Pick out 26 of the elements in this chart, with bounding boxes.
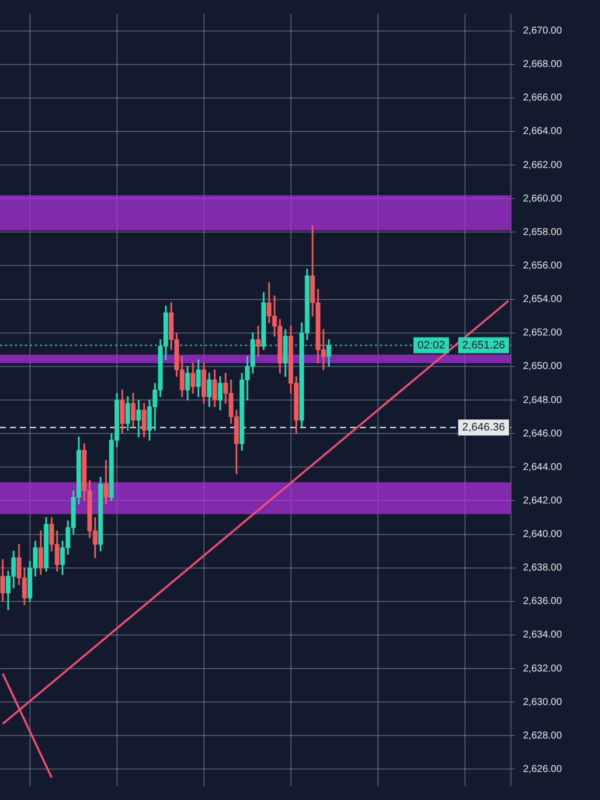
y-tick-label: 2,644.00	[523, 462, 562, 473]
y-tick-label: 2,636.00	[523, 596, 562, 608]
y-tick-label: 2,640.00	[523, 529, 562, 540]
y-tick-label: 2,626.00	[523, 764, 562, 775]
annotation: 02:02	[417, 339, 446, 352]
y-tick-label: 2,662.00	[523, 160, 562, 171]
y-tick-label: 2,642.00	[523, 495, 562, 506]
y-tick-label: 2,646.00	[523, 428, 562, 440]
y-tick-label: 2,638.00	[523, 562, 562, 574]
ref-line-label: 2,646.36	[462, 422, 506, 434]
y-tick-label: 2,660.00	[523, 193, 562, 204]
y-tick-label: 2,666.00	[523, 92, 562, 104]
y-tick-label: 2,648.00	[523, 394, 562, 406]
y-tick-label: 2,634.00	[523, 630, 562, 641]
y-tick-label: 2,650.00	[523, 361, 562, 372]
y-tick-label: 2,630.00	[523, 696, 562, 708]
y-tick-label: 2,628.00	[523, 730, 562, 742]
y-tick-label: 2,632.00	[523, 663, 562, 674]
y-tick-label: 2,664.00	[523, 126, 562, 138]
y-tick-label: 2,670.00	[523, 26, 562, 37]
y-tick-label: 2,668.00	[523, 59, 562, 70]
y-tick-label: 2,654.00	[523, 294, 562, 306]
y-tick-label: 2,652.00	[523, 328, 562, 339]
y-tick-label: 2,656.00	[523, 260, 562, 272]
ref-line-label: 2,651.26	[462, 339, 506, 352]
y-tick-label: 2,658.00	[523, 226, 562, 238]
